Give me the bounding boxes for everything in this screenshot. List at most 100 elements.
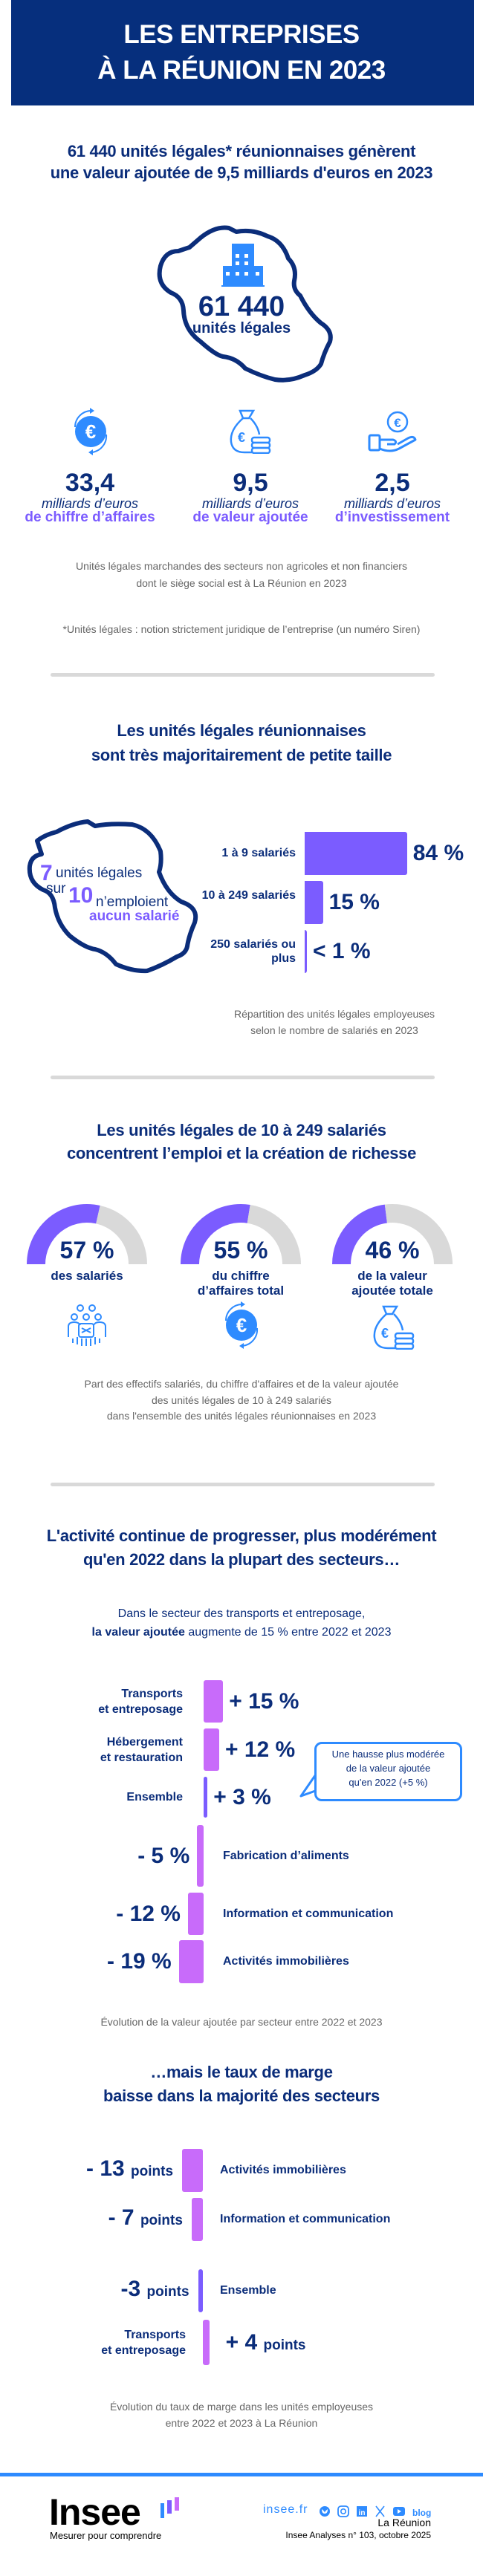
margin-value-unit: points xyxy=(140,2213,183,2228)
scope-note-line1: Unités légales marchandes des secteurs n… xyxy=(76,560,407,572)
footer-rule xyxy=(0,2473,483,2476)
section4-subtitle-line1: Dans le secteur des transports et entrep… xyxy=(117,1607,366,1620)
value-added-label: Information et communication xyxy=(223,1907,394,1920)
value-added-value: - 12 % xyxy=(116,1901,181,1926)
value-added-label: Fabrication d’aliments xyxy=(223,1849,349,1862)
margin-bar xyxy=(191,2198,203,2241)
svg-text:€: € xyxy=(85,420,96,443)
size-bar xyxy=(305,930,307,973)
margin-value: -3 points xyxy=(57,2277,189,2304)
gauge xyxy=(332,1204,453,1264)
section4-heading-line1: L'activité continue de progresser, plus … xyxy=(46,1526,437,1545)
value-added-bar xyxy=(197,1825,204,1887)
margin-value-number: + 4 xyxy=(225,2329,258,2355)
gauge-remaining-arc xyxy=(384,1204,453,1264)
legal-units-count: 61 440 xyxy=(198,291,285,322)
section4-heading-line2: qu'en 2022 dans la plupart des secteurs… xyxy=(82,1550,401,1569)
margin-value-number: -3 xyxy=(120,2277,141,2301)
size-bar-label: 250 salariés ou plus xyxy=(210,938,296,965)
size-chart-caption-line2: selon le nombre de salariés en 2023 xyxy=(250,1024,418,1036)
insee-tagline: Mesurer pour comprendre xyxy=(50,2530,162,2541)
gauge-label: des salariés xyxy=(51,1269,123,1283)
value-added-label: Activités immobilières xyxy=(223,1955,349,1968)
insee-website-link[interactable]: insee.fr xyxy=(263,2503,308,2516)
margin-caption-line2: entre 2022 et 2023 à La Réunion xyxy=(165,2417,318,2429)
section-divider xyxy=(51,1076,435,1079)
kpi-investment-value: 2,5 xyxy=(375,469,410,497)
building-icon xyxy=(221,244,265,287)
margin-value-unit: points xyxy=(146,2284,189,2300)
margin-label: et entreposage xyxy=(101,2344,186,2357)
value-added-bar xyxy=(204,1777,208,1818)
size-bar xyxy=(305,832,407,875)
value-added-value: - 19 % xyxy=(107,1949,172,1974)
gauges-caption-line1: Part des effectifs salariés, du chiffre … xyxy=(84,1378,399,1390)
youtube-icon[interactable] xyxy=(393,2507,405,2516)
bluesky-icon[interactable] xyxy=(320,2506,330,2517)
footnote: *Unités légales : notion strictement jur… xyxy=(62,623,421,635)
margin-bar xyxy=(198,2269,203,2312)
scope-note-line2: dont le siège social est à La Réunion en… xyxy=(136,577,347,589)
island-stat-num2: 10 xyxy=(68,883,94,908)
main-title-line2: À LA RÉUNION EN 2023 xyxy=(97,56,386,85)
money-bag-icon: € xyxy=(373,1305,415,1350)
margin-value-unit: points xyxy=(131,2164,174,2179)
size-chart-caption-line1: Répartition des unités légales employeus… xyxy=(233,1008,435,1020)
legal-units-label: unités légales xyxy=(192,320,291,336)
money-bag-icon: € xyxy=(230,409,271,454)
svg-text:€: € xyxy=(381,1326,389,1341)
section3-heading-line2: concentrent l’emploi et la création de r… xyxy=(66,1144,417,1162)
margin-label: Information et communication xyxy=(220,2213,391,2225)
x-icon[interactable] xyxy=(375,2505,385,2517)
value-added-value: + 12 % xyxy=(225,1737,296,1762)
section5-heading-line2: baisse dans la majorité des secteurs xyxy=(103,2087,380,2105)
euro-cycle-icon: € xyxy=(225,1301,259,1349)
gauge-remaining-arc xyxy=(247,1204,301,1264)
callout-pointer xyxy=(299,1772,319,1798)
svg-text:€: € xyxy=(236,1314,247,1336)
value-added-value: + 3 % xyxy=(213,1784,271,1809)
value-added-caption: Évolution de la valeur ajoutée par secte… xyxy=(100,2016,383,2028)
subtitle-rest: augmente de 15 % entre 2022 et 2023 xyxy=(184,1626,392,1639)
footer-publication: Insee Analyses n° 103, octobre 2025 xyxy=(285,2530,431,2540)
island-stat-text2: sur xyxy=(46,881,66,897)
gauge-filled-arc xyxy=(332,1204,387,1264)
value-added-label: Ensemble xyxy=(126,1790,183,1803)
reunion-island-outline xyxy=(157,225,333,383)
value-added-label: et restauration xyxy=(100,1751,183,1764)
kpi-revenue-label: de chiffre d’affaires xyxy=(25,510,155,525)
margin-value: - 7 points xyxy=(51,2206,183,2233)
callout-line3: qu'en 2022 (+5 %) xyxy=(349,1777,428,1788)
kpi-value-added-label: de valeur ajoutée xyxy=(192,510,308,525)
value-added-label: Transports xyxy=(121,1687,183,1700)
section4-subtitle-line2: la valeur ajoutée augmente de 15 % entre… xyxy=(0,1624,483,1641)
margin-label: Activités immobilières xyxy=(220,2164,346,2176)
callout-box: Une hausse plus modérée de la valeur ajo… xyxy=(314,1742,462,1801)
section2-heading-line1: Les unités légales réunionnaises xyxy=(117,721,366,740)
instagram-icon[interactable] xyxy=(337,2505,349,2517)
margin-value-number: - 13 xyxy=(86,2156,125,2181)
kpi-value-added-value: 9,5 xyxy=(233,469,268,497)
gauge xyxy=(181,1204,301,1264)
subtitle-emphasis: la valeur ajoutée xyxy=(91,1626,185,1639)
footer-region: La Réunion xyxy=(377,2517,431,2528)
margin-label: Transports xyxy=(124,2328,186,2341)
section5-heading-line1: …mais le taux de marge xyxy=(150,2063,333,2081)
reunion-island-outline xyxy=(27,819,198,974)
kpi-investment-label: d’investissement xyxy=(334,510,450,525)
margin-value-unit: points xyxy=(263,2337,306,2353)
section-divider xyxy=(51,1483,435,1486)
size-bar-value: < 1 % xyxy=(313,939,371,963)
svg-text:in: in xyxy=(359,2509,366,2517)
gauge-value: 57 % xyxy=(59,1237,114,1263)
gauge-label: d’affaires total xyxy=(197,1284,285,1298)
value-added-bar xyxy=(204,1680,224,1723)
kpi-investment-unit: milliards d’euros xyxy=(343,496,441,511)
blog-icon[interactable]: blog xyxy=(412,2508,431,2518)
margin-value: + 4 points xyxy=(225,2329,306,2358)
linkedin-icon[interactable]: in xyxy=(357,2506,367,2517)
section3-heading-line1: Les unités légales de 10 à 249 salariés xyxy=(97,1121,386,1139)
kpi-revenue-value: 33,4 xyxy=(65,469,115,497)
gauge-label: ajoutée totale xyxy=(351,1284,433,1298)
